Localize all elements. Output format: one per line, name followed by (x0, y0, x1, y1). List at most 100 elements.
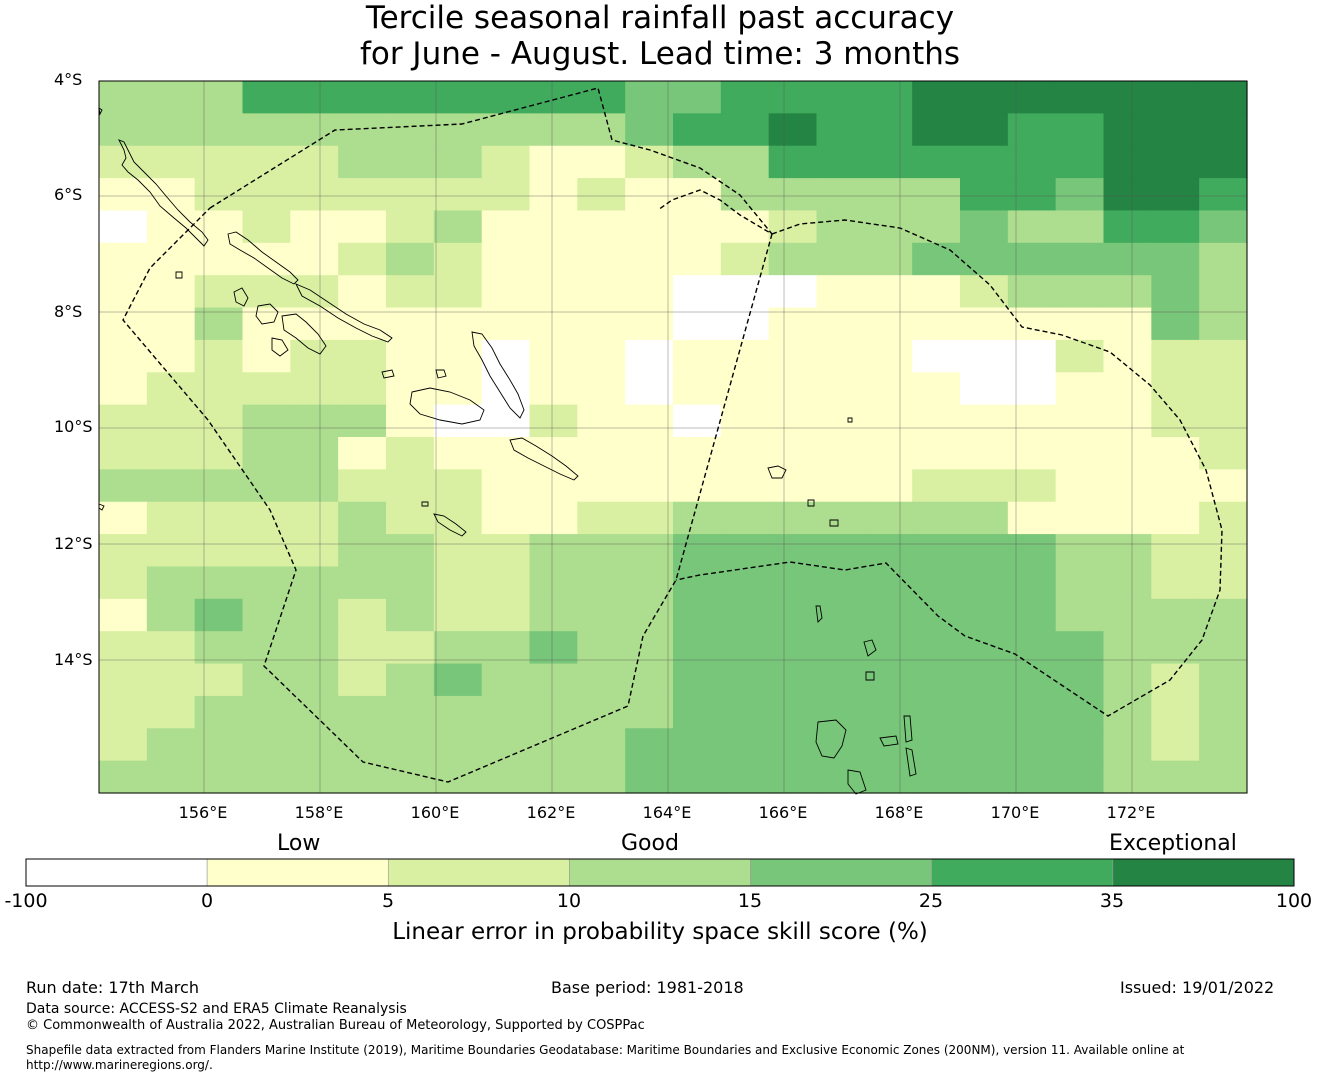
grid-cell (864, 372, 913, 406)
run-date: Run date: 17th March (26, 978, 199, 997)
grid-cell (99, 275, 148, 309)
grid-cell (194, 210, 244, 244)
grid-cell (242, 81, 291, 114)
grid-cell (864, 437, 913, 470)
grid-cell (338, 728, 387, 762)
grid-cell (242, 242, 291, 276)
grid-cell (290, 566, 339, 600)
grid-cell (433, 145, 483, 179)
grid-cell (673, 695, 722, 729)
grid-cell (433, 275, 483, 309)
grid-cell (768, 631, 818, 665)
grid-cell (433, 81, 483, 114)
grid-cell (194, 469, 244, 503)
grid-cell (433, 210, 483, 244)
grid-cell (242, 307, 291, 341)
grid-cell (960, 178, 1009, 212)
grid-cell (481, 178, 531, 212)
grid-cell (386, 695, 435, 729)
grid-cell (816, 339, 865, 373)
grid-cell (816, 275, 865, 309)
grid-cell (1007, 437, 1057, 470)
grid-cell (529, 404, 578, 438)
grid-cell (99, 372, 148, 406)
grid-cell (194, 145, 244, 179)
grid-cell (290, 145, 339, 179)
grid-cell (194, 178, 244, 212)
grid-cell (1151, 566, 1200, 600)
grid-cell (338, 339, 387, 373)
grid-cell (433, 113, 483, 147)
grid-cell (720, 81, 770, 114)
grid-cell (529, 501, 578, 535)
coastline-rendova (271, 337, 289, 357)
grid-cell (960, 469, 1009, 503)
grid-cell (577, 275, 626, 309)
chart-title-line2: for June - August. Lead time: 3 months (359, 36, 961, 72)
grid-cell (338, 242, 387, 276)
grid-cell (673, 372, 722, 406)
colorbar-tick: 35 (1099, 890, 1125, 912)
grid-cell (146, 275, 196, 309)
grid-cell (864, 275, 913, 309)
grid-cell (1007, 210, 1057, 244)
grid-cell (99, 339, 148, 373)
grid-cell (290, 339, 339, 373)
grid-cell (290, 242, 339, 276)
grid-cell (625, 437, 674, 470)
grid-cell (1151, 437, 1200, 470)
grid-cell (1199, 695, 1248, 729)
grid-cell (338, 210, 387, 244)
grid-cell (1199, 404, 1248, 438)
coastline-santa-cruz (767, 465, 787, 479)
grid-cell (577, 598, 626, 632)
grid-cell (290, 760, 339, 794)
grid-cell (625, 372, 674, 406)
grid-cell (529, 145, 578, 179)
grid-cell (1103, 242, 1152, 276)
grid-cell (242, 404, 291, 438)
grid-cell (720, 728, 770, 762)
grid-cell (146, 501, 196, 535)
grid-cell (673, 404, 722, 438)
coastline-utupua (807, 499, 815, 507)
grid-cell (529, 210, 578, 244)
coastline-new-georgia (255, 303, 279, 325)
grid-cell (194, 339, 244, 373)
grid-cell (99, 437, 148, 470)
grid-cell (768, 663, 818, 697)
grid-cell (146, 469, 196, 503)
grid-cell (529, 534, 578, 568)
grid-cell (673, 210, 722, 244)
grid-cell (242, 437, 291, 470)
grid-cell (481, 242, 531, 276)
grid-cell (625, 598, 674, 632)
grid-cell (625, 210, 674, 244)
shapefile-credit-line1: Shapefile data extracted from Flanders M… (26, 1043, 1185, 1057)
grid-cell (960, 339, 1009, 373)
grid-cell (1199, 631, 1248, 665)
grid-cell (1103, 339, 1152, 373)
grid-cell (577, 404, 626, 438)
grid-cell (481, 210, 531, 244)
grid-cell (1199, 728, 1248, 762)
grid-cell (768, 534, 818, 568)
grid-cell (529, 242, 578, 276)
grid-cell (433, 631, 483, 665)
grid-cell (960, 113, 1009, 147)
grid-cell (529, 178, 578, 212)
grid-cell (1055, 534, 1105, 568)
grid-cell (1055, 598, 1105, 632)
base-period: Base period: 1981-2018 (551, 978, 744, 997)
grid-cell (1007, 178, 1057, 212)
grid-cell (1199, 534, 1248, 568)
grid-cell (768, 145, 818, 179)
grid-cell (577, 566, 626, 600)
grid-cell (960, 598, 1009, 632)
grid-cell (816, 663, 865, 697)
coastline-choiseul (227, 231, 299, 285)
grid-cell (433, 307, 483, 341)
grid-cell (912, 534, 961, 568)
grid-cell (720, 501, 770, 535)
grid-cell (99, 178, 148, 212)
